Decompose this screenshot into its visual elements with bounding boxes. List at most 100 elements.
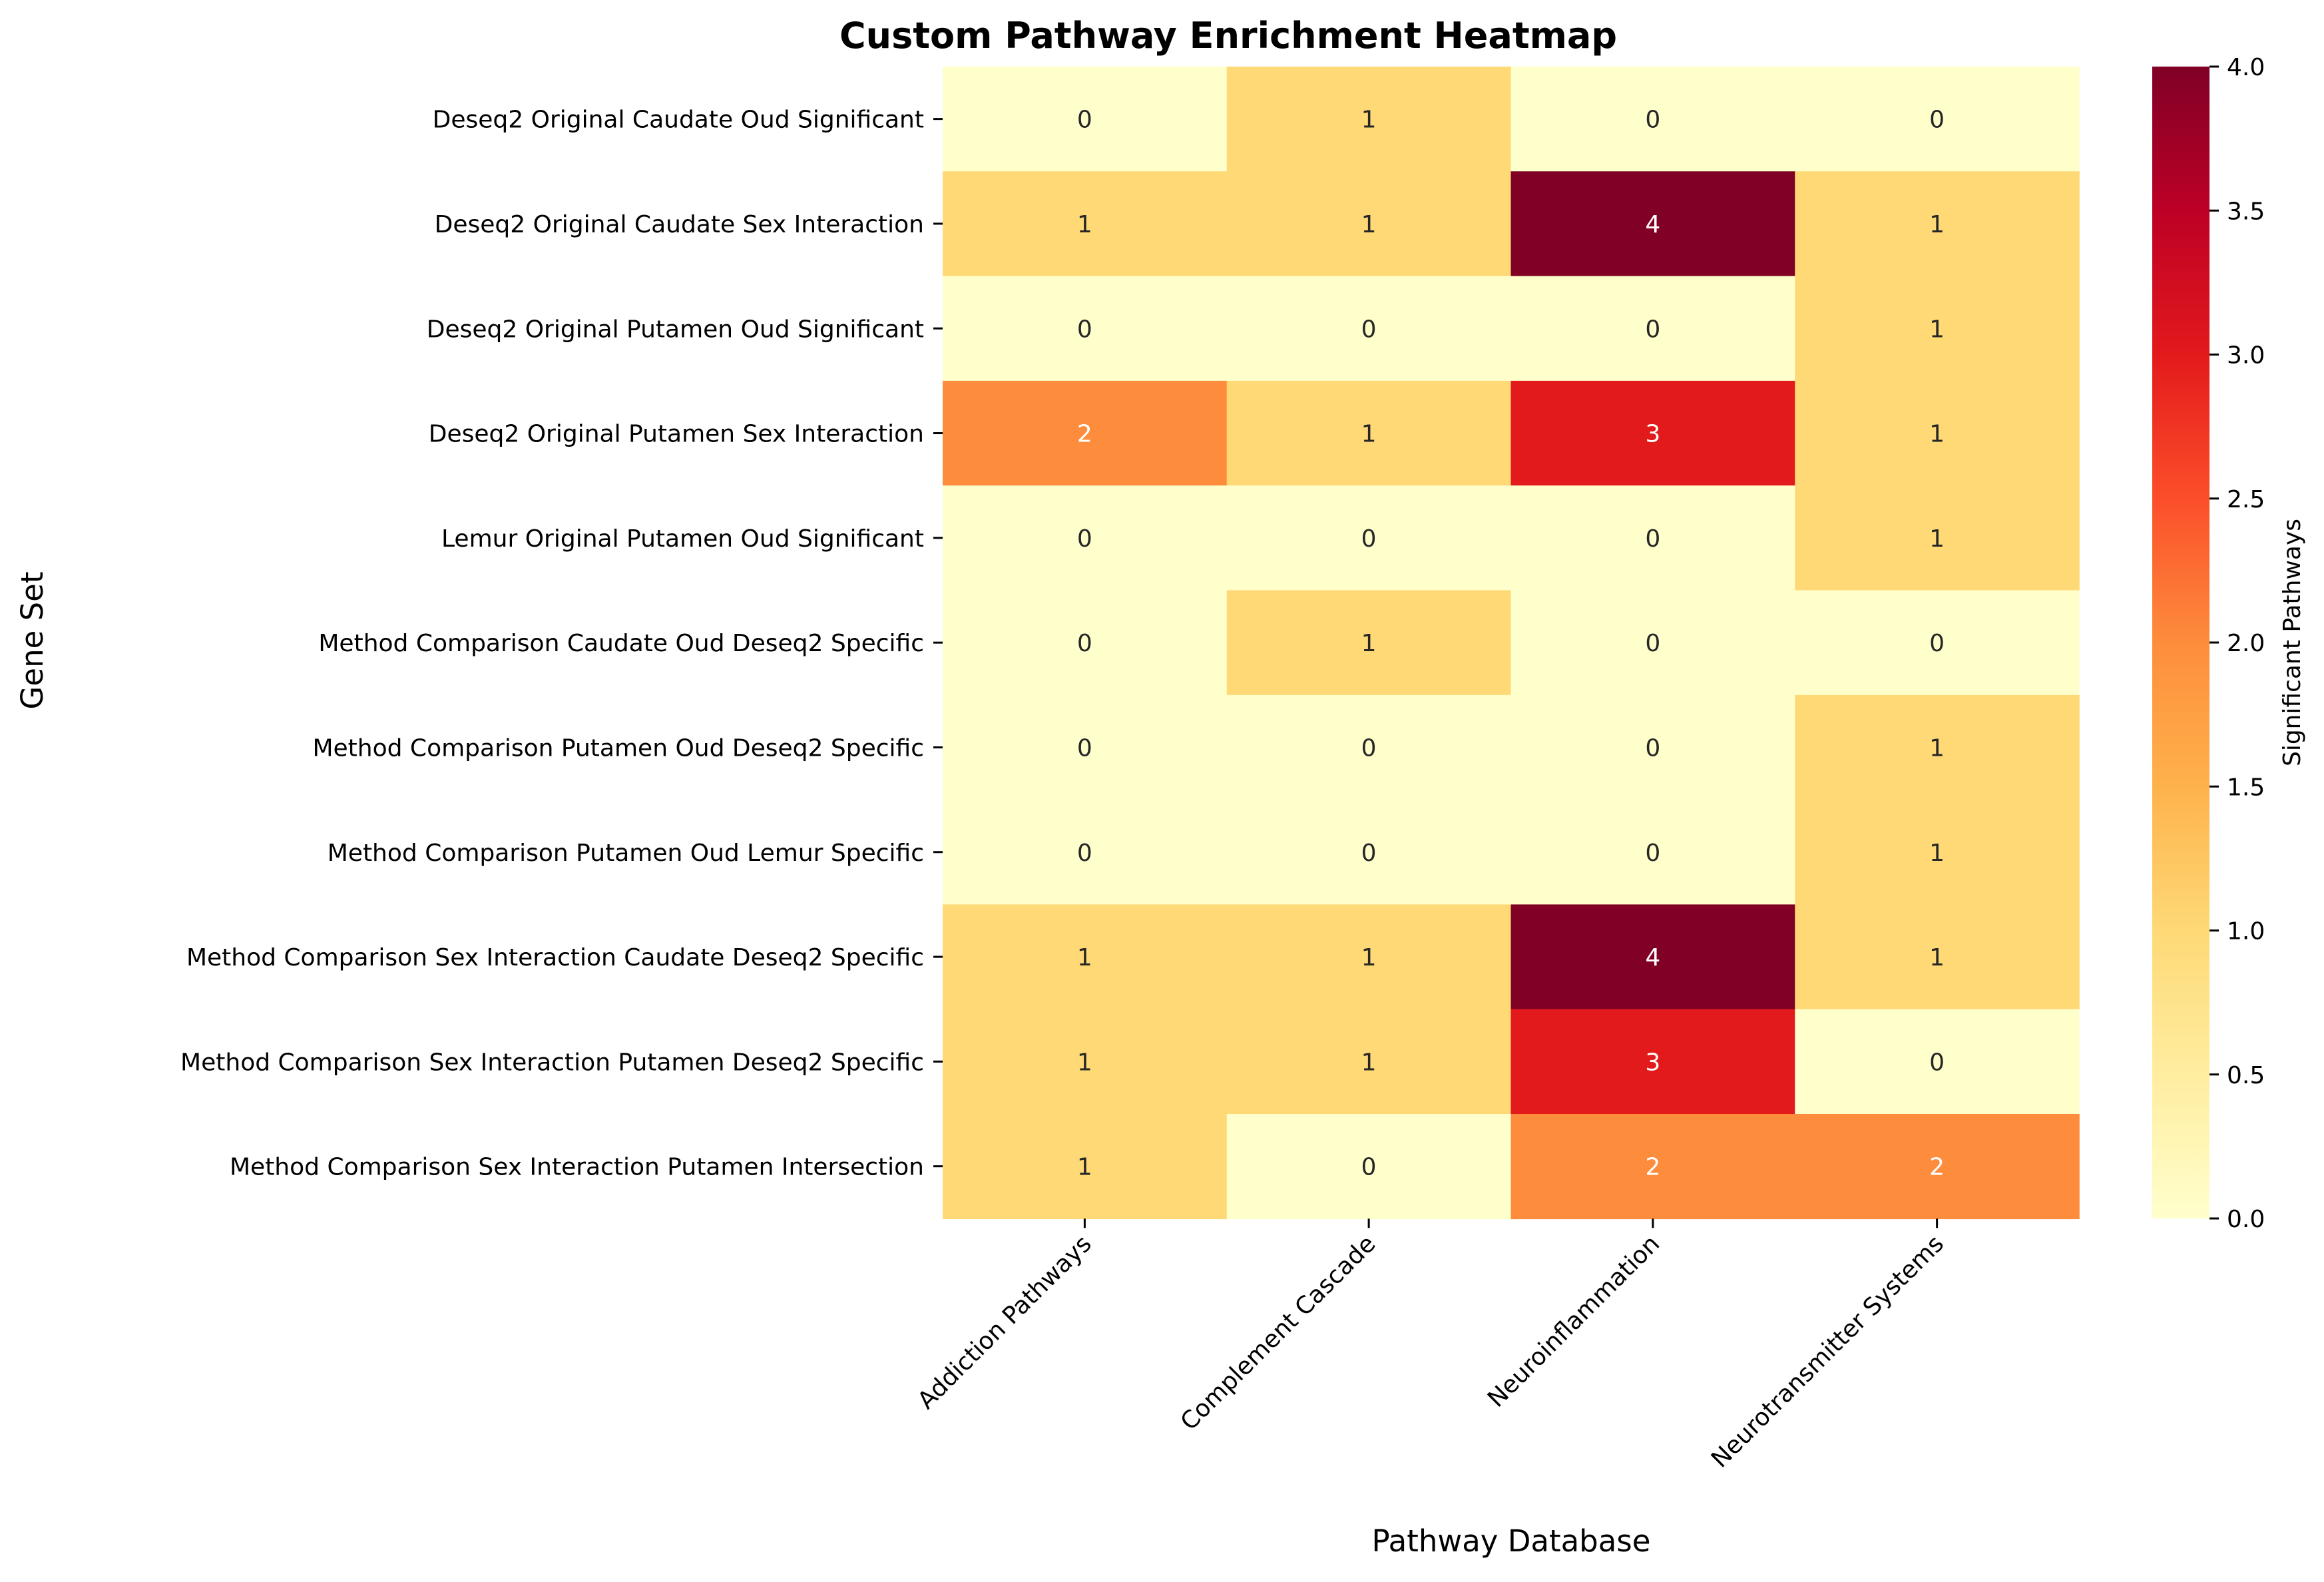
cell-value-label: 0 xyxy=(1077,525,1092,553)
heatmap-cell xyxy=(943,276,1228,382)
heatmap-cell xyxy=(1511,590,1796,696)
heatmap-cell xyxy=(943,800,1228,906)
y-tick-label: Deseq2 Original Putamen Oud Significant xyxy=(427,316,924,343)
cell-value-label: 1 xyxy=(1929,525,1945,553)
cell-value-label: 0 xyxy=(1645,316,1660,343)
cell-value-label: 0 xyxy=(1645,525,1660,553)
heatmap-cell xyxy=(1511,485,1796,591)
heatmap-cell xyxy=(1511,694,1796,800)
heatmap-cell xyxy=(943,694,1228,800)
y-tick-label: Method Comparison Sex Interaction Putame… xyxy=(230,1154,924,1181)
colorbar-tick-label: 2.0 xyxy=(2227,630,2265,657)
cell-value-label: 0 xyxy=(1929,1049,1945,1076)
colorbar-label: Significant Pathways xyxy=(2279,519,2306,766)
x-axis-ticks: Addiction Pathways Complement Cascade Neur… xyxy=(913,1218,1949,1473)
heatmap-cell xyxy=(1226,694,1512,800)
y-tick-label: Deseq2 Original Putamen Sex Interaction xyxy=(429,421,924,448)
cell-value-label: 0 xyxy=(1645,107,1660,134)
heatmap-cells xyxy=(943,67,2080,1220)
heatmap-cell xyxy=(1226,380,1512,486)
colorbar-tick-label: 4.0 xyxy=(2227,54,2265,81)
x-tick-label: Addiction Pathways xyxy=(913,1230,1097,1415)
heatmap-cell xyxy=(1795,67,2080,172)
heatmap-cell xyxy=(943,67,1228,172)
cell-value-label: 0 xyxy=(1645,840,1660,867)
heatmap-cell xyxy=(1226,276,1512,382)
heatmap-cell xyxy=(943,1009,1228,1115)
cell-value-label: 0 xyxy=(1077,734,1092,762)
cell-value-label: 4 xyxy=(1645,211,1660,238)
cell-value-label: 1 xyxy=(1361,107,1377,134)
heatmap-cell xyxy=(1795,904,2080,1010)
cell-value-label: 1 xyxy=(1361,944,1377,971)
cell-value-label: 1 xyxy=(1929,944,1945,971)
cell-value-label: 0 xyxy=(1361,734,1377,762)
heatmap-cell xyxy=(1511,1009,1796,1115)
colorbar-tick-label: 3.0 xyxy=(2227,342,2265,370)
heatmap-cell xyxy=(1226,171,1512,277)
cell-value-label: 1 xyxy=(1077,1154,1092,1181)
x-tick-label: Neuroinflammation xyxy=(1483,1230,1665,1413)
cell-value-label: 4 xyxy=(1645,944,1660,971)
heatmap-cell xyxy=(1226,67,1512,172)
chart-title: Custom Pathway Enrichment Heatmap xyxy=(839,15,1617,57)
cell-value-label: 0 xyxy=(1361,840,1377,867)
heatmap-cell xyxy=(943,590,1228,696)
cell-value-label: 1 xyxy=(1929,421,1945,448)
cell-value-label: 0 xyxy=(1929,107,1945,134)
cell-value-label: 3 xyxy=(1645,421,1660,448)
cell-value-label: 1 xyxy=(1077,211,1092,238)
cell-value-label: 3 xyxy=(1645,1049,1660,1076)
colorbar-tick-label: 3.5 xyxy=(2227,198,2265,225)
cell-value-label: 1 xyxy=(1361,211,1377,238)
cell-value-label: 1 xyxy=(1929,840,1945,867)
heatmap-cell xyxy=(1226,1009,1512,1115)
y-tick-label: Deseq2 Original Caudate Oud Significant xyxy=(433,107,924,134)
heatmap-cell xyxy=(1795,1009,2080,1115)
y-tick-label: Method Comparison Sex Interaction Putame… xyxy=(180,1049,924,1076)
heatmap-cell-labels: 0 1 0 0 1 1 4 1 0 0 0 1 2 1 3 1 0 0 0 1 0 1 0 0 0 0 0 1 0 0 0 1 1 1 4 1 1 1 3 0… xyxy=(1077,107,1945,1181)
cell-value-label: 0 xyxy=(1077,316,1092,343)
heatmap-cell xyxy=(943,1114,1228,1220)
cell-value-label: 0 xyxy=(1929,630,1945,657)
cell-value-label: 1 xyxy=(1361,630,1377,657)
heatmap-cell xyxy=(1795,380,2080,486)
cell-value-label: 0 xyxy=(1077,630,1092,657)
heatmap-cell xyxy=(1511,1114,1796,1220)
y-axis-ticks: Deseq2 Original Caudate Oud Significant D… xyxy=(180,107,943,1181)
colorbar-tick-label: 1.5 xyxy=(2227,774,2265,801)
cell-value-label: 1 xyxy=(1361,1049,1377,1076)
y-axis-label: Gene Set xyxy=(15,572,50,710)
y-tick-label: Method Comparison Putamen Oud Lemur Spec… xyxy=(328,840,924,867)
cell-value-label: 2 xyxy=(1077,421,1092,448)
heatmap-cell xyxy=(943,485,1228,591)
cell-value-label: 0 xyxy=(1361,525,1377,553)
cell-value-label: 0 xyxy=(1077,107,1092,134)
y-tick-label: Deseq2 Original Caudate Sex Interaction xyxy=(435,211,924,238)
cell-value-label: 0 xyxy=(1361,316,1377,343)
colorbar: 0.0 0.5 1.0 1.5 2.0 2.5 3.0 3.5 4.0 xyxy=(2152,54,2265,1233)
cell-value-label: 1 xyxy=(1077,944,1092,971)
heatmap-cell xyxy=(1511,67,1796,172)
heatmap-cell xyxy=(1511,276,1796,382)
heatmap-cell xyxy=(1226,485,1512,591)
x-tick-label: Neurotransmitter Systems xyxy=(1706,1230,1949,1473)
heatmap-cell xyxy=(1795,485,2080,591)
cell-value-label: 0 xyxy=(1645,734,1660,762)
heatmap-cell xyxy=(1795,800,2080,906)
heatmap-cell xyxy=(1226,904,1512,1010)
cell-value-label: 2 xyxy=(1929,1154,1945,1181)
heatmap-cell xyxy=(943,171,1228,277)
colorbar-tick-label: 0.5 xyxy=(2227,1062,2265,1089)
y-tick-label: Method Comparison Putamen Oud Deseq2 Spe… xyxy=(312,734,924,762)
cell-value-label: 1 xyxy=(1361,421,1377,448)
heatmap-cell xyxy=(1511,800,1796,906)
heatmap-cell xyxy=(1226,800,1512,906)
heatmap-cell xyxy=(1226,590,1512,696)
x-axis-label: Pathway Database xyxy=(1372,1523,1651,1559)
heatmap-cell xyxy=(1795,171,2080,277)
heatmap-cell xyxy=(1795,1114,2080,1220)
cell-value-label: 0 xyxy=(1361,1154,1377,1181)
